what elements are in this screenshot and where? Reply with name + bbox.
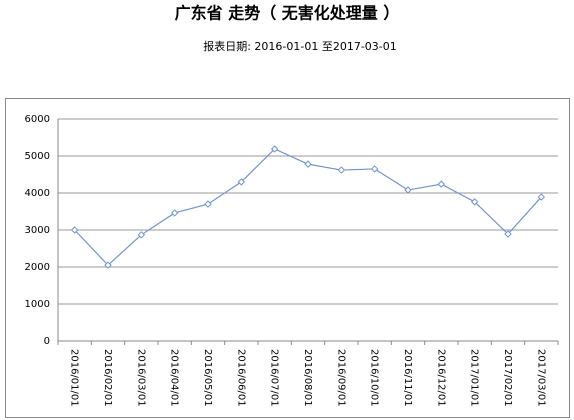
y-tick-label: 4000 <box>25 188 50 199</box>
y-tick-label: 5000 <box>25 151 50 162</box>
x-tick-label: 2016/08/01 <box>302 349 313 407</box>
x-tick-label: 2016/02/01 <box>102 349 113 407</box>
data-marker <box>270 145 279 153</box>
data-marker <box>204 200 212 208</box>
chart-frame <box>5 98 570 418</box>
x-tick-label: 2016/06/01 <box>235 349 246 407</box>
data-marker <box>537 193 546 201</box>
data-marker <box>137 231 146 239</box>
data-marker <box>70 226 79 234</box>
x-tick-label: 2016/03/01 <box>135 349 146 407</box>
data-marker <box>470 198 479 206</box>
data-marker <box>337 166 346 174</box>
y-tick-label: 1000 <box>25 299 50 310</box>
x-tick-label: 2016/01/01 <box>69 349 80 407</box>
y-tick-label: 3000 <box>25 225 50 236</box>
x-tick-label: 2016/05/01 <box>202 349 213 407</box>
x-tick-label: 2016/12/01 <box>435 349 446 407</box>
data-marker <box>304 160 312 168</box>
x-tick-label: 2017/03/01 <box>535 349 546 407</box>
y-tick-label: 2000 <box>25 262 50 273</box>
y-tick-label: 0 <box>44 336 50 347</box>
data-marker <box>504 230 512 238</box>
data-marker <box>237 178 246 186</box>
chart-subtitle: 报表日期: 2016-01-01 至2017-03-01 <box>203 39 397 53</box>
data-marker <box>404 186 412 194</box>
data-marker <box>170 209 179 217</box>
data-marker <box>370 165 379 173</box>
x-tick-label: 2016/09/01 <box>335 349 346 407</box>
data-marker <box>437 180 446 188</box>
x-tick-label: 2016/10/01 <box>369 349 380 407</box>
x-tick-label: 2016/11/01 <box>402 349 413 407</box>
x-tick-label: 2017/02/01 <box>502 349 513 407</box>
x-tick-label: 2017/01/01 <box>469 349 480 407</box>
y-tick-label: 6000 <box>25 114 50 125</box>
x-tick-label: 2016/04/01 <box>169 349 180 407</box>
chart-title: 广东省 走势（ 无害化处理量 ） <box>175 4 400 23</box>
data-marker <box>104 261 112 269</box>
x-tick-label: 2016/07/01 <box>269 349 280 407</box>
